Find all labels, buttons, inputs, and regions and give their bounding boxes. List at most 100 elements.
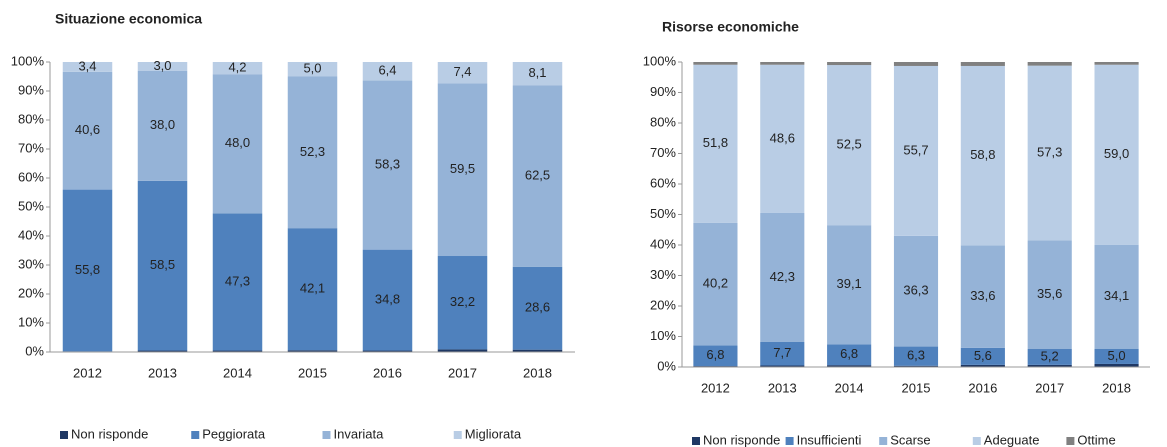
chart-title: Situazione economica bbox=[55, 11, 202, 27]
y-tick-label: 40% bbox=[18, 227, 44, 242]
y-tick-label: 70% bbox=[18, 140, 44, 155]
bar-segment bbox=[1094, 244, 1139, 349]
x-tick-label: 2012 bbox=[73, 365, 102, 380]
bar-segment bbox=[960, 364, 1005, 367]
bar-segment bbox=[1094, 64, 1139, 245]
bar-segment bbox=[760, 341, 805, 366]
data-label: 55,7 bbox=[903, 142, 928, 157]
bar-segment bbox=[827, 65, 872, 226]
data-label: 57,3 bbox=[1037, 144, 1062, 159]
y-tick-label: 60% bbox=[18, 169, 44, 184]
legend-swatch bbox=[60, 431, 68, 439]
data-label: 40,6 bbox=[75, 122, 100, 137]
bar-segment bbox=[437, 62, 488, 84]
bar-segment bbox=[137, 70, 188, 181]
data-label: 48,6 bbox=[770, 130, 795, 145]
bar-segment bbox=[212, 350, 263, 352]
legend-swatch bbox=[191, 431, 200, 439]
bar-segment bbox=[760, 212, 805, 342]
data-label: 3,0 bbox=[153, 58, 171, 73]
data-label: 5,2 bbox=[1041, 348, 1059, 363]
y-tick-label: 50% bbox=[650, 206, 676, 221]
bar-segment bbox=[512, 266, 563, 350]
legend-label: Non risponde bbox=[71, 426, 148, 441]
bar-segment bbox=[137, 62, 188, 71]
data-label: 7,4 bbox=[453, 64, 471, 79]
bar-segment bbox=[893, 235, 939, 347]
x-tick-label: 2017 bbox=[1035, 380, 1064, 395]
bar-segment bbox=[693, 64, 738, 223]
data-label: 52,3 bbox=[300, 144, 325, 159]
bar-segment bbox=[287, 350, 338, 352]
legend-swatch bbox=[785, 437, 794, 445]
data-label: 6,3 bbox=[907, 348, 925, 363]
bar-segment bbox=[827, 225, 872, 345]
data-label: 42,3 bbox=[770, 269, 795, 284]
data-label: 34,1 bbox=[1104, 288, 1129, 303]
y-tick-label: 80% bbox=[650, 114, 676, 129]
legend-label: Migliorata bbox=[465, 426, 522, 441]
data-label: 6,4 bbox=[378, 63, 396, 78]
x-tick-label: 2018 bbox=[1102, 380, 1131, 395]
bar-segment bbox=[1094, 363, 1139, 367]
bar-segment bbox=[212, 74, 263, 214]
legend-swatch bbox=[972, 437, 981, 445]
bar-segment bbox=[960, 347, 1005, 365]
y-tick-label: 0% bbox=[25, 343, 44, 358]
bar-segment bbox=[287, 76, 338, 229]
data-label: 42,1 bbox=[300, 281, 325, 296]
x-tick-label: 2016 bbox=[373, 365, 402, 380]
data-label: 55,8 bbox=[75, 262, 100, 277]
bar-segment bbox=[437, 83, 488, 257]
data-label: 59,5 bbox=[450, 161, 475, 176]
data-label: 7,7 bbox=[773, 345, 791, 360]
legend-swatch bbox=[692, 437, 700, 445]
bar-segment bbox=[212, 62, 263, 75]
bar-segment bbox=[437, 256, 488, 350]
y-tick-label: 10% bbox=[650, 328, 676, 343]
bar-segment bbox=[960, 62, 1005, 66]
y-tick-label: 70% bbox=[650, 145, 676, 160]
bar-segment bbox=[137, 180, 188, 351]
data-label: 35,6 bbox=[1037, 286, 1062, 301]
bar-segment bbox=[693, 345, 738, 367]
legend-label: Peggiorata bbox=[202, 426, 266, 441]
x-tick-label: 2014 bbox=[835, 380, 864, 395]
x-tick-label: 2018 bbox=[523, 365, 552, 380]
data-label: 5,0 bbox=[303, 61, 321, 76]
x-tick-label: 2015 bbox=[298, 365, 327, 380]
bar-segment bbox=[893, 365, 939, 367]
data-label: 58,5 bbox=[150, 257, 175, 272]
bar-segment bbox=[760, 365, 805, 367]
bar-segment bbox=[827, 344, 872, 366]
bar-segment bbox=[693, 222, 738, 346]
x-tick-label: 2012 bbox=[701, 380, 730, 395]
data-label: 48,0 bbox=[225, 135, 250, 150]
bar-segment bbox=[137, 350, 188, 352]
y-tick-label: 90% bbox=[18, 82, 44, 97]
bar-segment bbox=[693, 62, 738, 65]
bar-segment bbox=[1027, 364, 1072, 367]
data-label: 62,5 bbox=[525, 168, 550, 183]
legend-label: Scarse bbox=[890, 432, 930, 447]
bar-segment bbox=[212, 213, 263, 351]
x-tick-label: 2014 bbox=[223, 365, 252, 380]
bar-segment bbox=[362, 249, 413, 351]
data-label: 3,4 bbox=[78, 58, 96, 73]
y-tick-label: 100% bbox=[11, 53, 45, 68]
bar-segment bbox=[62, 189, 113, 352]
data-label: 58,3 bbox=[375, 157, 400, 172]
data-label: 51,8 bbox=[703, 135, 728, 150]
y-tick-label: 10% bbox=[18, 314, 44, 329]
chart-title: Risorse economiche bbox=[662, 19, 799, 35]
legend-swatch bbox=[322, 431, 331, 439]
bar-segment bbox=[437, 349, 488, 352]
bar-segment bbox=[362, 80, 413, 250]
bar-segment bbox=[893, 65, 939, 236]
bar-segment bbox=[893, 62, 939, 66]
data-label: 4,2 bbox=[228, 60, 246, 75]
y-tick-label: 30% bbox=[18, 256, 44, 271]
y-tick-label: 90% bbox=[650, 84, 676, 99]
data-label: 33,6 bbox=[970, 288, 995, 303]
data-label: 8,1 bbox=[528, 65, 546, 80]
